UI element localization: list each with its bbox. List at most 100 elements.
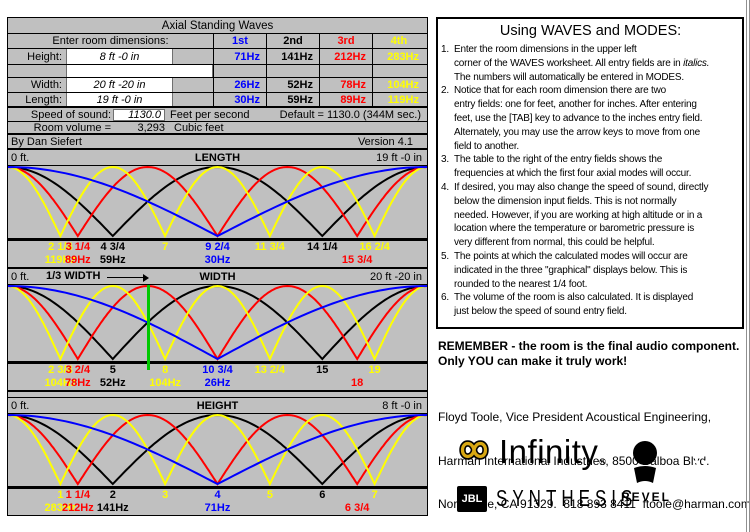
mode-frequency-label: 52Hz (99, 377, 126, 389)
node-position-label: 5 (109, 364, 116, 376)
length-wave-plot (8, 166, 427, 241)
instruction-number: 2. (441, 85, 449, 97)
node-position-label: 19 (368, 364, 381, 376)
node-position-label: 10 3/4 (202, 364, 233, 376)
length-row: Length: 19 ft -0 in 30Hz 59Hz 89Hz 119Hz (8, 93, 427, 108)
width-dimension-label: 20 ft -20 in (370, 270, 422, 283)
instruction-text: Notice that for each room dimension ther… (454, 85, 703, 152)
instruction-item: 4. If desired, you may also change the sp… (441, 181, 740, 250)
width-frequency-2nd: 52Hz (266, 78, 319, 92)
node-position-label: 2 3/4 (48, 364, 73, 376)
width-label: Width: (30, 79, 62, 91)
node-position-label: 7 (371, 489, 378, 501)
room-volume-row: Room volume = 3,293 Cubic feet (8, 122, 427, 135)
node-position-label: 5 (266, 489, 273, 501)
node-position-label: 8 (162, 364, 169, 376)
mode-frequency-label: 104Hz (149, 377, 182, 389)
instruction-number: 6. (441, 292, 449, 304)
node-position-label: 2 1/4 (48, 241, 73, 253)
instruction-item: 1. Enter the room dimensions in the upper… (441, 43, 740, 84)
annotation-arrow-head-icon (143, 274, 149, 282)
width-zero-label: 0 ft. (11, 270, 30, 283)
revel-mark-icon (625, 441, 667, 489)
length-graph-header: 0 ft. LENGTH 19 ft -0 in (8, 150, 427, 166)
version-label: Version 4.1 (357, 135, 413, 148)
mode-frequency-label: 59Hz (99, 254, 126, 266)
node-position-label: 4 3/4 (100, 241, 125, 253)
length-zero-label: 0 ft. (11, 151, 30, 164)
mode-frequency-label: 18 (351, 377, 364, 389)
sheet-title-row: Axial Standing Waves (8, 18, 427, 34)
infinity-swirl-icon (451, 432, 497, 471)
node-position-label: 3 2/4 (65, 364, 91, 376)
node-position-label: 3 1/4 (65, 241, 91, 253)
one-third-width-marker-line (146, 285, 150, 370)
infinity-logo: Infinity ® (451, 432, 606, 471)
instruction-text: The points at which the calculated modes… (454, 250, 688, 290)
height-dimension-label: 8 ft -0 in (382, 399, 422, 412)
waves-worksheet-panel: Axial Standing Waves Enter room dimensio… (7, 17, 428, 516)
speed-of-sound-label: Speed of sound: (30, 108, 111, 121)
node-position-label: 1 (57, 489, 64, 501)
speed-default-label: Default = 1130.0 (344M sec.) (279, 108, 421, 121)
mode-frequency-label: 30Hz (204, 254, 231, 266)
mode-header-2nd: 2nd (266, 34, 319, 48)
width-frequency-3rd: 78Hz (319, 78, 372, 92)
height-input[interactable]: 8 ft -0 in (66, 49, 173, 64)
instruction-item: 3. The table to the right of the entry fi… (441, 153, 740, 181)
node-position-label: 13 2/4 (254, 364, 286, 376)
node-position-label: 9 2/4 (205, 241, 230, 253)
width-graph-title: WIDTH (199, 270, 236, 283)
mode-frequency-label: 26Hz (204, 377, 231, 389)
annotation-arrow-line (107, 277, 143, 278)
sheet-title: Axial Standing Waves (161, 19, 274, 32)
width-frequency-4th: 104Hz (372, 78, 425, 92)
node-position-label: 16 2/4 (359, 241, 390, 253)
length-frequency-3rd: 89Hz (319, 93, 372, 106)
instructions-list: 1. Enter the room dimensions in the upper… (441, 43, 740, 319)
remember-line-1: REMEMBER - the room is the final audio c… (438, 339, 740, 353)
speed-of-sound-input[interactable]: 1130.0 (113, 108, 165, 121)
instruction-item: 5. The points at which the calculated mod… (441, 250, 740, 291)
instruction-item: 2. Notice that for each room dimension th… (441, 84, 740, 153)
length-frequency-2nd: 59Hz (266, 93, 319, 106)
height-graph-title: HEIGHT (196, 399, 239, 412)
length-node-labels: 2 1/4 3 1/4 4 3/4 7 9 2/4 11 3/4 14 1/4 16 2/4 … (8, 241, 427, 269)
mode-header-3rd: 3rd (319, 34, 372, 48)
author-row: By Dan Siefert Version 4.1 (8, 135, 427, 150)
height-frequency-3rd: 212Hz (319, 49, 372, 64)
mode-frequency-label: 78Hz (65, 377, 91, 389)
contact-line-2: Harman International Industries, 8500 Ba… (438, 453, 710, 468)
width-input[interactable]: 20 ft -20 in (66, 78, 173, 92)
instruction-item: 6. The volume of the room is also calcula… (441, 291, 740, 319)
node-position-label: 15 (316, 364, 329, 376)
height-frequency-2nd: 141Hz (266, 49, 319, 64)
remember-line-2: Only YOU can make it truly work! (438, 354, 628, 368)
instructions-title: Using WAVES and MODES: (499, 23, 682, 39)
remember-note: REMEMBER - the room is the final audio c… (438, 339, 739, 369)
blank-entry-cell[interactable] (66, 65, 213, 77)
mode-frequency-label: 283Hz (44, 502, 77, 514)
length-graph-title: LENGTH (194, 151, 241, 164)
length-label: Length: (25, 93, 62, 106)
volume-unit-label: Cubic feet (174, 121, 224, 134)
length-frequency-1st: 30Hz (213, 93, 266, 106)
registered-mark-icon: ® (599, 457, 607, 467)
mode-header-4th: 4th (372, 34, 425, 48)
mode-frequency-label: 212Hz (61, 502, 94, 514)
revel-wordmark: REVEL (620, 490, 671, 504)
room-volume-value: 3,293 (137, 121, 165, 134)
infinity-wordmark: Infinity (499, 432, 599, 470)
mode-frequency-label: 141Hz (96, 502, 129, 514)
length-input[interactable]: 19 ft -0 in (66, 93, 173, 106)
node-position-label: 4 (214, 489, 221, 501)
node-position-label: 14 1/4 (306, 241, 338, 253)
instructions-box: Using WAVES and MODES: 1. Enter the room … (436, 17, 744, 329)
mode-header-row: Enter room dimensions: 1st 2nd 3rd 4th (8, 34, 427, 49)
length-frequency-4th: 119Hz (372, 93, 425, 106)
node-position-label: 1 1/4 (65, 489, 91, 501)
instruction-number: 3. (441, 154, 449, 166)
